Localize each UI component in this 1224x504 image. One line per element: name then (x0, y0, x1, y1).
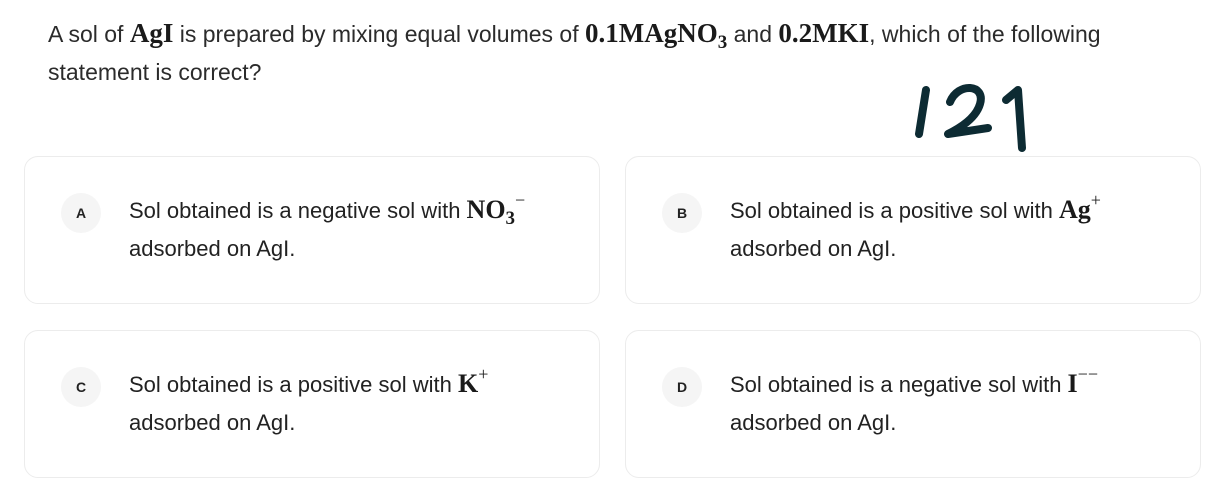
formula-i-minus: I−− (1067, 364, 1098, 398)
question-text-part: and (727, 21, 779, 47)
formula-ag-plus: Ag+ (1058, 190, 1101, 224)
option-b-badge: B (662, 193, 702, 233)
formula-agno3: 0.1MAgNO3 (585, 18, 728, 53)
option-a-card[interactable]: A Sol obtained is a negative sol with NO… (24, 156, 600, 304)
option-d-card[interactable]: D Sol obtained is a negative sol with I−… (625, 330, 1201, 478)
question-text-part: , which of the following statement is co… (48, 21, 1101, 85)
question-text-part: A sol of (48, 21, 130, 47)
option-b-text: Sol obtained is a positive sol with Ag+ … (730, 190, 1101, 261)
option-a-text: Sol obtained is a negative sol with NO3−… (129, 190, 526, 261)
option-a-badge: A (61, 193, 101, 233)
option-c-text: Sol obtained is a positive sol with K+ a… (129, 364, 489, 435)
handwritten-annotation (915, 84, 1026, 152)
question-text: A sol of AgI is prepared by mixing equal… (48, 14, 1168, 91)
formula-no3-minus: NO3− (466, 190, 526, 229)
formula-ki: 0.2MKI (778, 18, 870, 48)
formula-agi: AgI (129, 18, 174, 48)
option-d-text: Sol obtained is a negative sol with I−− … (730, 364, 1098, 435)
option-d-badge: D (662, 367, 702, 407)
option-b-card[interactable]: B Sol obtained is a positive sol with Ag… (625, 156, 1201, 304)
formula-k-plus: K+ (457, 364, 489, 398)
option-c-card[interactable]: C Sol obtained is a positive sol with K+… (24, 330, 600, 478)
option-c-badge: C (61, 367, 101, 407)
question-text-part: is prepared by mixing equal volumes of (173, 21, 585, 47)
